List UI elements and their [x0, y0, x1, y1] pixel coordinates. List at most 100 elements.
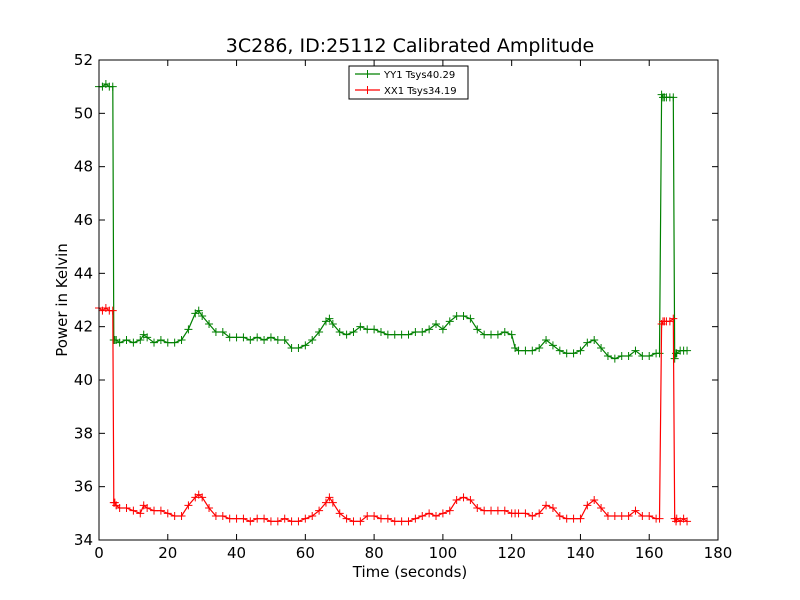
data-point [507, 330, 516, 339]
data-point [500, 328, 509, 336]
data-point [521, 509, 530, 518]
y-tick-label: 42 [74, 318, 93, 336]
data-point [308, 512, 317, 520]
data-point [335, 328, 344, 336]
data-point [115, 504, 124, 512]
data-point [548, 504, 557, 512]
data-point [266, 517, 275, 526]
x-axis-label: Time (seconds) [352, 563, 468, 581]
data-point [521, 346, 530, 355]
data-point [321, 498, 330, 507]
data-point [211, 512, 220, 520]
y-tick-label: 34 [74, 531, 93, 549]
data-point [239, 514, 248, 523]
data-point [177, 512, 186, 520]
data-point [645, 352, 654, 360]
data-point [418, 328, 427, 336]
data-point [170, 338, 179, 347]
data-point [376, 328, 385, 336]
data-point [136, 336, 145, 344]
x-tick-label: 60 [296, 544, 315, 562]
data-point [528, 512, 537, 520]
data-point [335, 509, 344, 518]
data-point [129, 506, 138, 515]
data-point [562, 514, 571, 523]
data-point [487, 506, 496, 515]
data-point [487, 330, 496, 339]
data-point [459, 312, 468, 320]
data-point [638, 512, 647, 520]
data-point [328, 498, 337, 507]
data-point [514, 509, 523, 518]
data-point [356, 322, 365, 331]
data-point [370, 325, 379, 334]
data-point [143, 504, 152, 512]
data-point [555, 346, 564, 355]
data-point [576, 514, 585, 523]
data-point [569, 349, 578, 358]
data-point [383, 330, 392, 339]
data-point [473, 325, 482, 334]
data-point [136, 509, 145, 518]
data-point [683, 517, 692, 526]
data-point [459, 493, 468, 502]
data-point [363, 325, 372, 334]
data-point [466, 496, 475, 504]
data-point [115, 338, 124, 347]
data-point [301, 514, 310, 523]
data-point [273, 517, 282, 526]
x-tick-label: 140 [566, 544, 595, 562]
data-point [670, 354, 679, 363]
data-point [432, 512, 441, 520]
data-point [597, 344, 606, 352]
data-point [122, 504, 131, 512]
y-tick-label: 48 [74, 158, 93, 176]
data-point [163, 509, 172, 518]
data-point [273, 336, 282, 344]
data-point [184, 325, 193, 334]
data-point [397, 330, 406, 339]
data-point [655, 514, 664, 523]
data-point [617, 512, 626, 520]
data-point [528, 346, 537, 355]
data-point [356, 517, 365, 526]
data-point [569, 514, 578, 523]
x-tick-label: 120 [497, 544, 526, 562]
data-point [425, 509, 434, 518]
data-point [260, 336, 269, 344]
data-point [253, 333, 262, 342]
data-point [411, 328, 420, 336]
y-tick-label: 36 [74, 478, 93, 496]
y-tick-label: 38 [74, 424, 93, 442]
data-point [260, 514, 269, 523]
data-point [480, 506, 489, 515]
data-point [129, 338, 138, 347]
y-tick-label: 50 [74, 104, 93, 122]
data-point [325, 493, 334, 502]
data-point [542, 336, 551, 344]
legend-marker [363, 86, 372, 94]
data-point [143, 333, 152, 342]
data-point [156, 336, 165, 344]
legend-box [348, 65, 469, 100]
data-point [493, 506, 502, 515]
data-point [246, 517, 255, 526]
x-tick-label: 20 [158, 544, 177, 562]
data-point [232, 514, 241, 523]
data-point [583, 338, 592, 347]
series-0 [95, 80, 692, 363]
data-point [452, 312, 461, 320]
data-point [411, 514, 420, 523]
data-point [452, 496, 461, 504]
data-point [445, 506, 454, 515]
data-point [418, 512, 427, 520]
x-tick-label: 180 [704, 544, 733, 562]
data-point [218, 512, 227, 520]
legend-label: XX1 Tsys34.19 [384, 86, 457, 97]
legend: YY1 Tsys40.29 XX1 Tsys34.19 [348, 65, 469, 100]
series-1 [95, 304, 692, 526]
data-point [432, 320, 441, 328]
data-point [194, 306, 203, 315]
data-point [438, 325, 447, 334]
data-point [325, 314, 334, 323]
